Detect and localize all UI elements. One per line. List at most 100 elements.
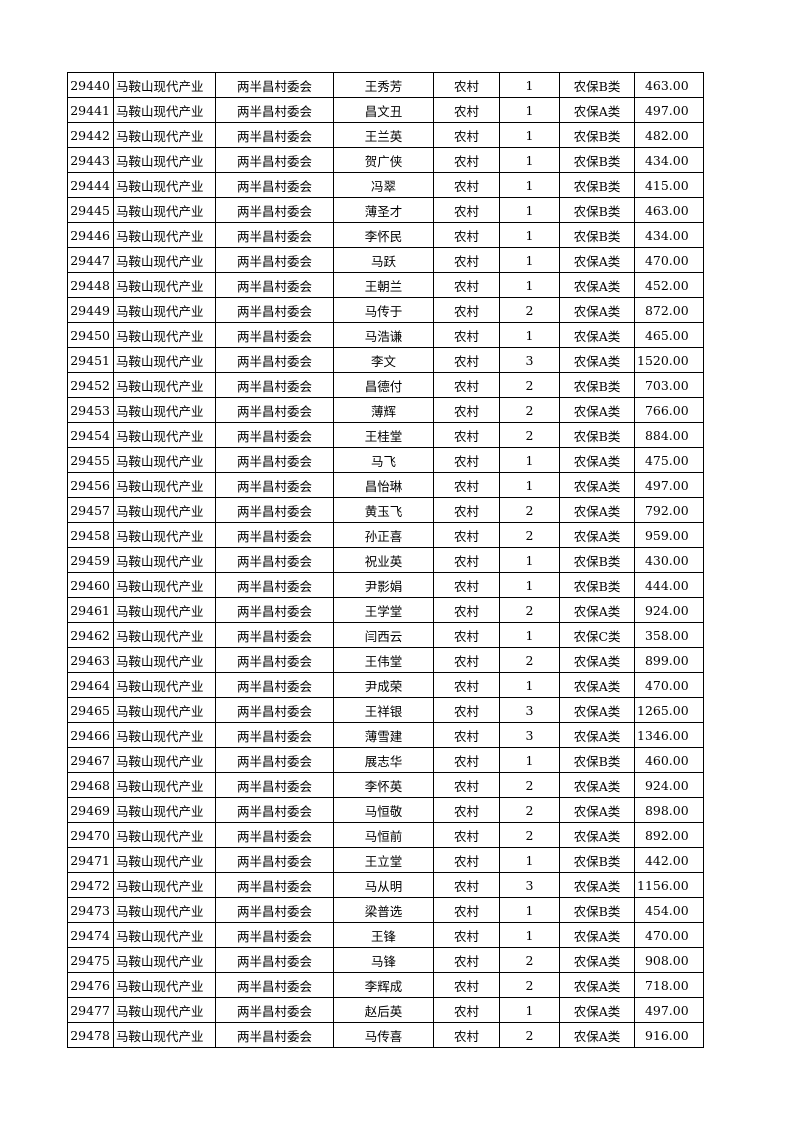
- amount: 434.00: [634, 222, 704, 248]
- insurance-class: 农保A类: [559, 647, 635, 673]
- table-row: 29451 马鞍山现代产业 两半昌村委会 李文 农村 3 农保A类 1520.00: [67, 347, 704, 373]
- row-id: 29460: [67, 572, 114, 598]
- household-count: 1: [499, 222, 560, 248]
- person-name: 马传于: [333, 297, 434, 323]
- amount: 442.00: [634, 847, 704, 873]
- person-name: 展志华: [333, 747, 434, 773]
- village: 两半昌村委会: [215, 422, 334, 448]
- amount: 465.00: [634, 322, 704, 348]
- organization: 马鞍山现代产业: [113, 897, 216, 923]
- table-row: 29448 马鞍山现代产业 两半昌村委会 王朝兰 农村 1 农保A类 452.00: [67, 272, 704, 298]
- row-id: 29440: [67, 72, 114, 98]
- insurance-class: 农保B类: [559, 547, 635, 573]
- person-name: 王锋: [333, 922, 434, 948]
- organization: 马鞍山现代产业: [113, 647, 216, 673]
- household-count: 2: [499, 422, 560, 448]
- organization: 马鞍山现代产业: [113, 797, 216, 823]
- area-type: 农村: [433, 147, 500, 173]
- area-type: 农村: [433, 322, 500, 348]
- village: 两半昌村委会: [215, 272, 334, 298]
- insurance-class: 农保A类: [559, 872, 635, 898]
- table-row: 29449 马鞍山现代产业 两半昌村委会 马传于 农村 2 农保A类 872.00: [67, 297, 704, 323]
- area-type: 农村: [433, 72, 500, 98]
- amount: 454.00: [634, 897, 704, 923]
- insurance-class: 农保B类: [559, 122, 635, 148]
- village: 两半昌村委会: [215, 997, 334, 1023]
- amount: 1346.00: [634, 722, 704, 748]
- household-count: 2: [499, 297, 560, 323]
- row-id: 29468: [67, 772, 114, 798]
- household-count: 1: [499, 572, 560, 598]
- person-name: 李怀英: [333, 772, 434, 798]
- person-name: 马恒敬: [333, 797, 434, 823]
- area-type: 农村: [433, 572, 500, 598]
- insurance-class: 农保A类: [559, 247, 635, 273]
- area-type: 农村: [433, 797, 500, 823]
- household-count: 1: [499, 172, 560, 198]
- household-count: 1: [499, 197, 560, 223]
- insurance-class: 农保A类: [559, 522, 635, 548]
- organization: 马鞍山现代产业: [113, 622, 216, 648]
- insurance-class: 农保A类: [559, 347, 635, 373]
- row-id: 29466: [67, 722, 114, 748]
- row-id: 29467: [67, 747, 114, 773]
- row-id: 29462: [67, 622, 114, 648]
- village: 两半昌村委会: [215, 397, 334, 423]
- village: 两半昌村委会: [215, 147, 334, 173]
- amount: 497.00: [634, 97, 704, 123]
- household-count: 2: [499, 522, 560, 548]
- table-row: 29478 马鞍山现代产业 两半昌村委会 马传喜 农村 2 农保A类 916.00: [67, 1022, 704, 1048]
- table-row: 29457 马鞍山现代产业 两半昌村委会 黄玉飞 农村 2 农保A类 792.00: [67, 497, 704, 523]
- household-count: 2: [499, 397, 560, 423]
- organization: 马鞍山现代产业: [113, 372, 216, 398]
- village: 两半昌村委会: [215, 697, 334, 723]
- person-name: 赵后英: [333, 997, 434, 1023]
- household-count: 3: [499, 697, 560, 723]
- table-row: 29460 马鞍山现代产业 两半昌村委会 尹影娟 农村 1 农保B类 444.00: [67, 572, 704, 598]
- organization: 马鞍山现代产业: [113, 772, 216, 798]
- household-count: 1: [499, 447, 560, 473]
- village: 两半昌村委会: [215, 722, 334, 748]
- table-row: 29462 马鞍山现代产业 两半昌村委会 闫西云 农村 1 农保C类 358.00: [67, 622, 704, 648]
- amount: 497.00: [634, 997, 704, 1023]
- amount: 475.00: [634, 447, 704, 473]
- household-count: 1: [499, 922, 560, 948]
- area-type: 农村: [433, 272, 500, 298]
- organization: 马鞍山现代产业: [113, 972, 216, 998]
- organization: 马鞍山现代产业: [113, 222, 216, 248]
- insurance-class: 农保B类: [559, 197, 635, 223]
- area-type: 农村: [433, 522, 500, 548]
- table-row: 29443 马鞍山现代产业 两半昌村委会 贺广侠 农村 1 农保B类 434.00: [67, 147, 704, 173]
- amount: 884.00: [634, 422, 704, 448]
- organization: 马鞍山现代产业: [113, 397, 216, 423]
- organization: 马鞍山现代产业: [113, 447, 216, 473]
- area-type: 农村: [433, 222, 500, 248]
- organization: 马鞍山现代产业: [113, 922, 216, 948]
- insurance-class: 农保C类: [559, 622, 635, 648]
- village: 两半昌村委会: [215, 472, 334, 498]
- table-row: 29461 马鞍山现代产业 两半昌村委会 王学堂 农村 2 农保A类 924.00: [67, 597, 704, 623]
- organization: 马鞍山现代产业: [113, 747, 216, 773]
- village: 两半昌村委会: [215, 322, 334, 348]
- amount: 872.00: [634, 297, 704, 323]
- person-name: 王立堂: [333, 847, 434, 873]
- household-count: 1: [499, 747, 560, 773]
- amount: 703.00: [634, 372, 704, 398]
- row-id: 29445: [67, 197, 114, 223]
- organization: 马鞍山现代产业: [113, 522, 216, 548]
- household-count: 2: [499, 597, 560, 623]
- organization: 马鞍山现代产业: [113, 847, 216, 873]
- person-name: 王朝兰: [333, 272, 434, 298]
- organization: 马鞍山现代产业: [113, 322, 216, 348]
- table-row: 29467 马鞍山现代产业 两半昌村委会 展志华 农村 1 农保B类 460.00: [67, 747, 704, 773]
- table-row: 29447 马鞍山现代产业 两半昌村委会 马跃 农村 1 农保A类 470.00: [67, 247, 704, 273]
- amount: 792.00: [634, 497, 704, 523]
- amount: 898.00: [634, 797, 704, 823]
- insurance-class: 农保B类: [559, 172, 635, 198]
- household-count: 2: [499, 797, 560, 823]
- insurance-class: 农保B类: [559, 222, 635, 248]
- area-type: 农村: [433, 847, 500, 873]
- amount: 463.00: [634, 72, 704, 98]
- village: 两半昌村委会: [215, 547, 334, 573]
